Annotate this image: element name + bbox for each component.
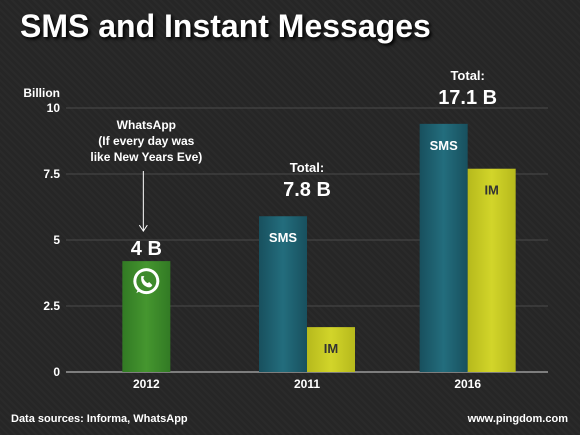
annotation-arrowhead bbox=[138, 224, 148, 233]
y-tick-label: 5 bbox=[53, 233, 60, 247]
annotation-line: like New Years Eve) bbox=[90, 150, 202, 164]
bar-2011-im bbox=[307, 327, 355, 372]
x-axis-ticks: 2012 2011 2016 bbox=[133, 377, 481, 391]
x-tick-label: 2011 bbox=[294, 377, 320, 391]
total-caption: Total: bbox=[290, 160, 324, 175]
bar-2011-sms bbox=[259, 216, 307, 372]
y-tick-label: 2.5 bbox=[43, 299, 60, 313]
data-source-note: Data sources: Informa, WhatsApp bbox=[11, 413, 188, 425]
bar-2016-sms bbox=[419, 123, 468, 372]
y-tick-label: 0 bbox=[53, 365, 60, 379]
bar-label: SMS bbox=[430, 138, 459, 153]
phone-icon bbox=[141, 276, 153, 288]
x-tick-label: 2012 bbox=[133, 377, 160, 391]
bar-label: IM bbox=[324, 341, 338, 356]
bar-label: IM bbox=[484, 183, 498, 198]
y-tick-label: 7.5 bbox=[43, 167, 60, 181]
total-caption: Total: bbox=[450, 68, 484, 83]
y-tick-label: 10 bbox=[47, 101, 61, 115]
annotation-line: (If every day was bbox=[98, 134, 194, 148]
bar-label: SMS bbox=[269, 230, 298, 245]
whatsapp-icon bbox=[133, 268, 160, 295]
bar-2016-im bbox=[467, 168, 516, 372]
chart-title: SMS and Instant Messages bbox=[20, 8, 431, 44]
whatsapp-icon-inner bbox=[136, 271, 157, 292]
total-value: 17.1 B bbox=[438, 87, 497, 109]
total-value: 7.8 B bbox=[283, 179, 331, 201]
total-value: 4 B bbox=[131, 238, 162, 260]
annotation-line: WhatsApp bbox=[117, 118, 176, 132]
annotations: 4 B WhatsApp (If every day was like New Yea… bbox=[90, 68, 497, 260]
y-axis-label: Billion bbox=[23, 86, 60, 100]
x-tick-label: 2016 bbox=[454, 377, 481, 391]
website-link[interactable]: www.pingdom.com bbox=[467, 413, 568, 425]
y-axis-ticks: 0 2.5 5 7.5 10 bbox=[43, 101, 60, 379]
bars: SMS IM SMS IM bbox=[122, 123, 516, 372]
